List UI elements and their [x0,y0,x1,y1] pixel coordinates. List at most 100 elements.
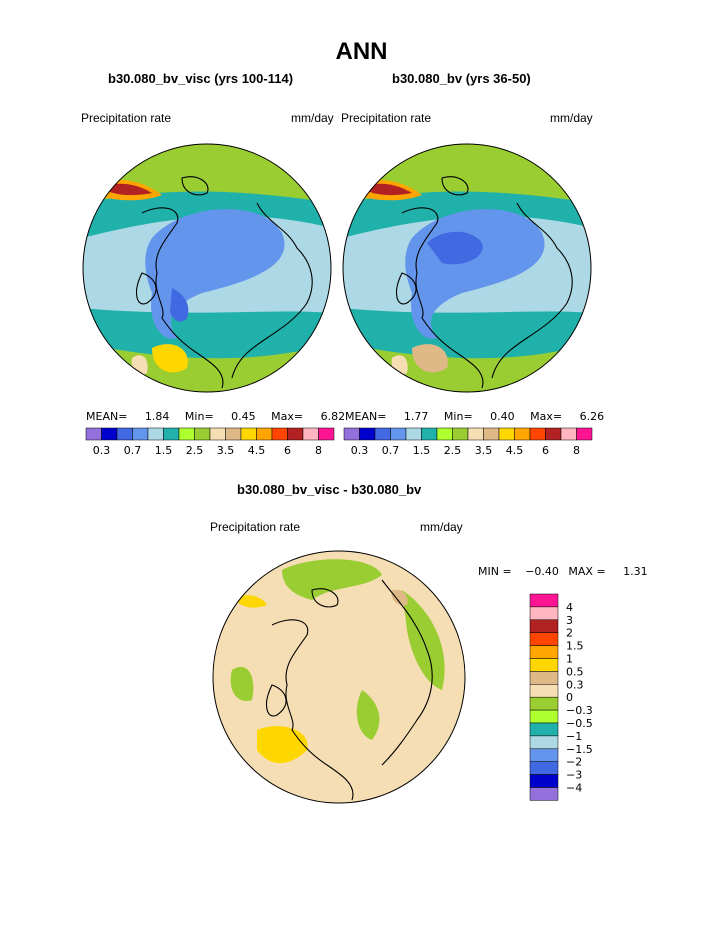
colorbar-swatch [225,427,242,441]
map-region-yellow [234,595,267,608]
diff-map [212,550,466,804]
mean-value: 1.84 [144,410,170,423]
colorbar-swatch [256,427,273,441]
map-border [82,143,332,393]
max-label: Max= [530,410,563,423]
colorbar-swatch [467,427,484,441]
colorbar-swatch [529,696,559,711]
panel-1-stats: MEAN= 1.84 Min= 0.45 Max= 6.82 [86,410,345,423]
panel-2-variable-label: Precipitation rate [341,111,432,125]
colorbar-swatch [240,427,257,441]
colorbar-tick-label: 2 [566,627,573,640]
colorbar-swatch [529,722,559,737]
colorbar-1: 0.3 0.7 1.5 2.5 3.5 4.5 6 8 [85,427,335,457]
colorbar-tick-label: −2 [566,756,582,769]
panel-1-map [82,143,332,393]
coastlines [396,176,573,389]
colorbar-tick-label: 0.7 [382,444,400,457]
colorbar-swatch [390,427,407,441]
colorbar-swatch [529,748,559,762]
colorbar-swatch [560,427,577,441]
map-region-darkblue [427,231,483,265]
colorbar-swatch [529,619,559,633]
panel-2-units: mm/day [550,111,593,125]
colorbar-swatch [452,427,469,441]
colorbar-swatch [178,427,195,441]
mean-value: 1.77 [403,410,429,423]
colorbar-swatch [132,427,149,441]
max-value: 6.82 [320,410,346,423]
mean-label: MEAN= [86,410,128,423]
diff-stats: MIN = −0.40 MAX = 1.31 [478,565,648,578]
coastlines [136,176,313,389]
panel-1-units: mm/day [291,111,334,125]
colorbar-tick-label: 0.3 [93,444,111,457]
colorbar-swatch [101,427,118,441]
colorbar-swatch [529,427,546,441]
coastlines [266,579,433,801]
colorbar-swatch [116,427,133,441]
colorbar-swatch [529,593,559,608]
colorbar-swatch [302,427,319,441]
colorbar-swatch [287,427,304,441]
colorbar-swatch [436,427,453,441]
colorbar-swatch [529,684,559,698]
colorbar-tick-label: 0.3 [566,678,584,691]
panel-2-title: b30.080_bv (yrs 36-50) [392,71,531,86]
colorbar-swatch [163,427,180,441]
map-region-green [356,690,380,740]
colorbar-tick-label: −1.5 [566,743,593,756]
map-region-darkblue [170,288,189,322]
colorbar-swatch [194,427,211,441]
colorbar-swatch [343,427,360,441]
min-label: Min= [184,410,214,423]
colorbar-swatch [529,735,559,750]
colorbar-swatch [529,606,559,621]
colorbar-swatch [147,427,164,441]
mean-label: MEAN= [345,410,387,423]
map-region-yellow [152,344,188,373]
colorbar-tick-label: 1.5 [413,444,431,457]
colorbar-swatch [514,427,531,441]
colorbar-swatch [529,774,559,788]
map-region-red [107,183,152,196]
diff-title: b30.080_bv_visc - b30.080_bv [237,482,422,497]
colorbar-tick-label: 0 [566,691,573,704]
colorbar-tick-label: 3 [566,614,573,627]
page-title: ANN [335,38,388,65]
max-label: Max= [271,410,304,423]
diff-units: mm/day [420,520,463,534]
colorbar-swatch [529,645,559,659]
colorbar-swatch [359,427,376,441]
colorbar-tick-label: 4.5 [506,444,524,457]
map-border [212,550,466,804]
colorbar-swatch [529,787,559,801]
colorbar-tick-label: 1.5 [566,640,584,653]
colorbar-swatch [271,427,288,441]
colorbar-swatch [405,427,422,441]
map-region-tan [412,344,448,373]
colorbar-tick-label: 0.3 [351,444,369,457]
colorbar-tick-label: 2.5 [186,444,204,457]
colorbar-tick-label: −3 [566,769,582,782]
colorbar-tick-label: 2.5 [444,444,462,457]
colorbar-swatch [529,658,559,672]
panel-1-variable-label: Precipitation rate [81,111,172,125]
colorbar-swatch [421,427,438,441]
colorbar-tick-label: 6 [284,444,291,457]
colorbar-tick-label: 4.5 [248,444,266,457]
colorbar-tick-label: −0.3 [566,704,593,717]
min-value: −0.40 [525,565,559,578]
colorbar-tick-label: 0.5 [566,665,584,678]
min-label: MIN = [478,565,512,578]
map-region-red [367,183,412,196]
map-region-green [282,559,382,600]
colorbar-swatch [374,427,391,441]
map-region-tan [391,589,408,606]
min-value: 0.40 [490,410,515,423]
panel-2-stats: MEAN= 1.77 Min= 0.40 Max= 6.26 [345,410,604,423]
colorbar-tick-label: 3.5 [475,444,493,457]
map-region-blue [145,209,285,339]
colorbar-swatch [529,671,559,685]
